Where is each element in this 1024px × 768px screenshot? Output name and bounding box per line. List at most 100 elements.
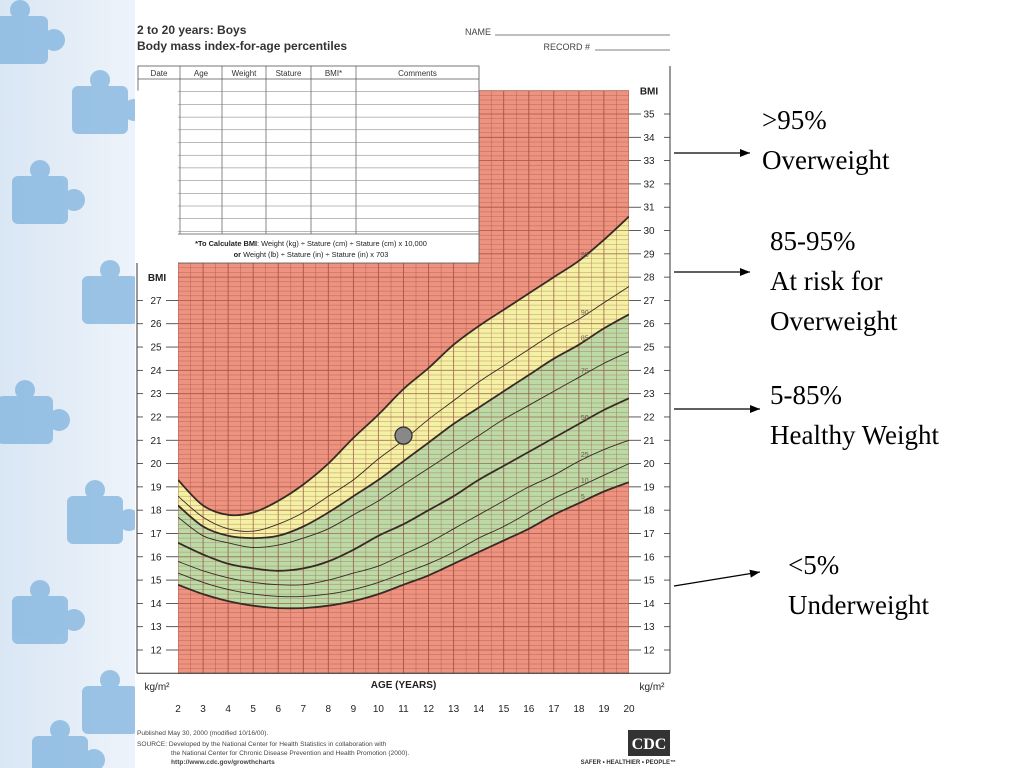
- x-tick-label: 15: [498, 704, 510, 715]
- y-tick-label-left: 26: [150, 319, 162, 330]
- percentile-label-90: 90: [581, 310, 589, 317]
- percentile-label-75: 75: [581, 368, 589, 375]
- y-tick-label-right: 35: [643, 110, 655, 121]
- left-margin: [137, 90, 178, 674]
- record-table-header: Date: [151, 69, 168, 78]
- x-tick-label: 10: [373, 704, 385, 715]
- record-table-header: BMI*: [325, 69, 342, 78]
- y-tick-label-right: 27: [643, 296, 655, 307]
- percentile-line-95: [177, 215, 630, 517]
- y-tick-label-right: 14: [643, 599, 655, 610]
- x-tick-label: 14: [473, 704, 485, 715]
- percentile-line-10: [177, 463, 630, 598]
- y-tick-label-right: 28: [643, 273, 655, 284]
- callout-underweight-range: <5%: [788, 550, 840, 580]
- puzzle-piece-knob: [30, 160, 50, 180]
- footer-url: http://www.cdc.gov/growthcharts: [171, 759, 275, 766]
- y-tick-label-right: 21: [643, 436, 655, 447]
- y-tick-label-left: 23: [150, 389, 162, 400]
- y-axis-title-right: BMI: [640, 87, 659, 98]
- puzzle-piece-knob: [100, 670, 120, 690]
- puzzle-piece-body: [12, 176, 68, 224]
- puzzle-piece-body: [72, 86, 128, 134]
- callout-arrow-head: [750, 405, 760, 413]
- puzzle-piece-icon: [67, 480, 140, 544]
- percentile-label-50: 50: [581, 415, 589, 422]
- callout-arrow-icon: [674, 149, 750, 157]
- footer-published: Published May 30, 2000 (modified 10/16/0…: [137, 730, 268, 737]
- y-tick-label-left: 27: [150, 296, 162, 307]
- x-tick-label: 13: [448, 704, 460, 715]
- callout-at-risk: 85-95% At risk for Overweight: [770, 221, 897, 341]
- footer-source-2: the National Center for Chronic Disease …: [171, 750, 409, 757]
- x-tick-label: 11: [398, 704, 409, 715]
- y-tick-label-right: 16: [643, 552, 655, 563]
- percentile-line-25: [177, 439, 630, 586]
- x-tick-label: 2: [175, 704, 181, 715]
- puzzle-piece-knob: [43, 29, 65, 51]
- cdc-logo-text: CDC: [632, 736, 667, 753]
- patient-data-point: [394, 426, 413, 445]
- percentile-line-75: [177, 351, 630, 548]
- callout-arrow-icon: [674, 268, 750, 276]
- y-tick-label-right: 20: [643, 459, 655, 470]
- puzzle-piece-body: [67, 496, 123, 544]
- x-tick-label: 12: [423, 704, 435, 715]
- y-tick-label-right: 24: [643, 366, 655, 377]
- callout-arrow-icon: [674, 405, 760, 413]
- y-tick-label-right: 15: [643, 576, 655, 587]
- puzzle-piece-knob: [30, 580, 50, 600]
- x-tick-label: 6: [275, 704, 281, 715]
- y-axis-title-left: BMI: [148, 273, 167, 284]
- callout-at-risk-range: 85-95%: [770, 226, 856, 256]
- y-tick-label-left: 19: [150, 482, 162, 493]
- puzzle-piece-knob: [48, 409, 70, 431]
- y-tick-label-left: 22: [150, 413, 162, 424]
- x-tick-label: 5: [250, 704, 256, 715]
- callout-arrow-head: [740, 268, 750, 276]
- puzzle-piece-knob: [50, 720, 70, 740]
- puzzle-piece-body: [0, 396, 53, 444]
- bmi-formula-note-bold: *To Calculate BMI: [195, 239, 257, 248]
- y-tick-label-right: 29: [643, 249, 655, 260]
- percentile-line-5: [177, 481, 630, 610]
- puzzle-piece-icon: [12, 580, 85, 644]
- y-tick-label-right: 31: [643, 203, 655, 214]
- puzzle-piece-icon: [32, 720, 105, 768]
- percentile-label-85: 85: [581, 336, 589, 343]
- y-tick-label-right: 30: [643, 226, 655, 237]
- callout-healthy-label: Healthy Weight: [770, 420, 940, 450]
- callout-arrow-shaft: [673, 571, 761, 587]
- y-tick-label-right: 33: [643, 156, 655, 167]
- y-tick-label-left: 16: [150, 552, 162, 563]
- puzzle-piece-body: [32, 736, 88, 768]
- puzzle-piece-knob: [90, 70, 110, 90]
- puzzle-piece-icon: [0, 380, 70, 444]
- bmi-formula-note-2-bold: or: [234, 250, 242, 259]
- y-tick-label-right: 17: [643, 529, 655, 540]
- y-tick-label-right: 25: [643, 343, 655, 354]
- cdc-logo-icon: [628, 730, 670, 756]
- x-tick-label: 8: [326, 704, 332, 715]
- x-tick-label: 18: [573, 704, 585, 715]
- bmi-formula-note-2-text: Weight (lb) ÷ Stature (in) ÷ Stature (in…: [241, 250, 388, 259]
- callout-at-risk-label: At risk for: [770, 266, 883, 296]
- record-table: [137, 65, 480, 264]
- puzzle-piece-knob: [63, 609, 85, 631]
- chart-title: 2 to 20 years: Boys: [137, 23, 247, 37]
- x-tick-label: 7: [300, 704, 306, 715]
- x-axis-title: AGE (YEARS): [371, 680, 437, 691]
- y-tick-label-left: 18: [150, 506, 162, 517]
- x-tick-label: 3: [200, 704, 206, 715]
- callout-arrow-icon: [673, 569, 761, 587]
- record-table-header: Comments: [398, 69, 437, 78]
- y-tick-label-right: 12: [643, 646, 655, 657]
- callout-overweight: >95% Overweight: [762, 100, 889, 180]
- callout-arrow-head: [740, 149, 750, 157]
- x-tick-label: 17: [548, 704, 560, 715]
- record-table-header: Weight: [232, 69, 258, 78]
- bmi-formula-note-text: : Weight (kg) ÷ Stature (cm) ÷ Stature (…: [257, 239, 427, 248]
- puzzle-piece-body: [12, 596, 68, 644]
- puzzle-piece-knob: [85, 480, 105, 500]
